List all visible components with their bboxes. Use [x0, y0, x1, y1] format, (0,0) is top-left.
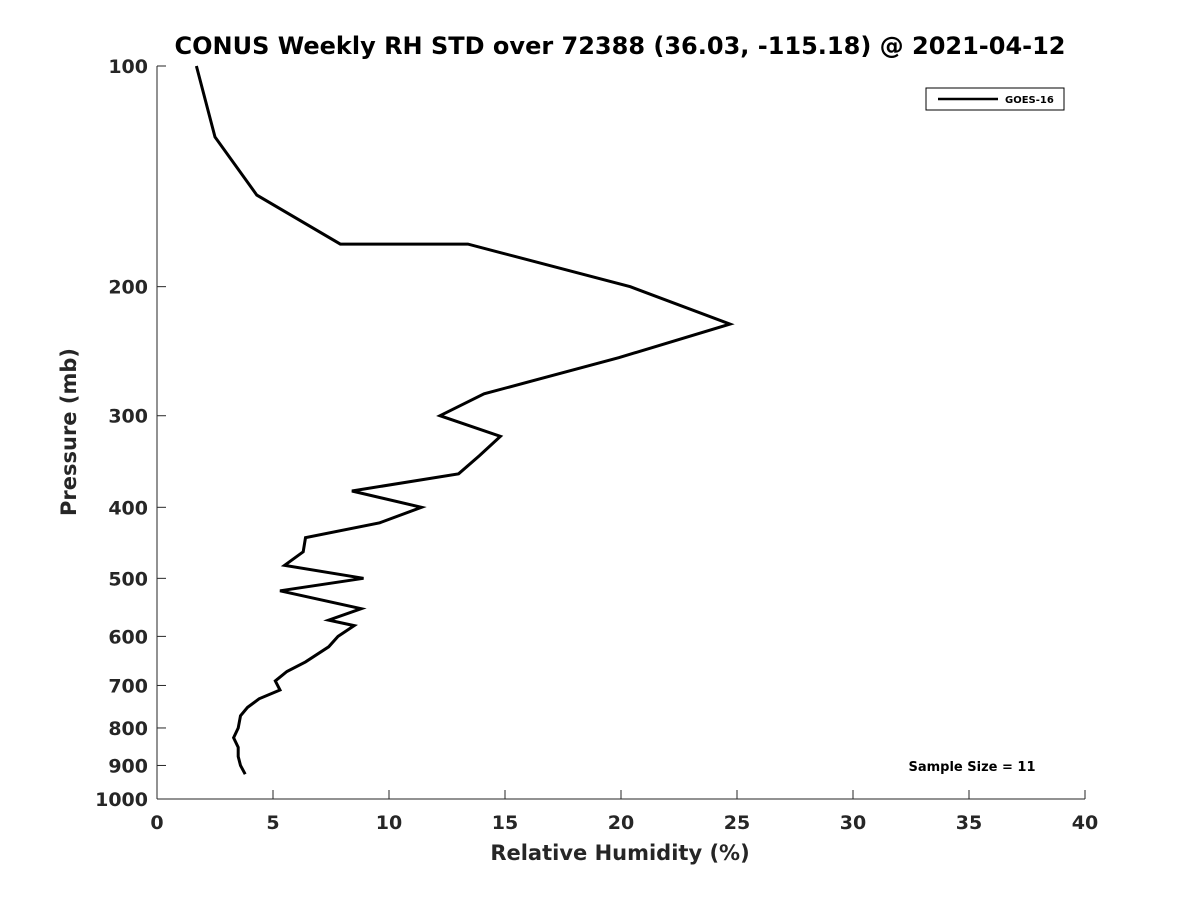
y-tick-label: 200 — [108, 277, 148, 299]
y-axis-ticks: 100 200 300 400 500 600 700 800 900 1000 — [95, 56, 166, 811]
y-tick-label: 800 — [108, 718, 148, 740]
sample-size-annotation: Sample Size = 11 — [908, 760, 1035, 775]
y-axis-label: Pressure (mb) — [57, 348, 81, 516]
y-tick-label: 500 — [108, 568, 148, 590]
x-tick-label: 15 — [492, 812, 518, 834]
legend: GOES-16 — [925, 87, 1065, 111]
x-axis-label: Relative Humidity (%) — [490, 841, 749, 865]
x-tick-label: 20 — [608, 812, 634, 834]
x-axis-ticks: 0 5 10 15 20 25 30 35 40 — [150, 790, 1098, 834]
y-tick-label: 1000 — [95, 789, 148, 811]
x-tick-label: 5 — [266, 812, 279, 834]
y-tick-label: 100 — [108, 56, 148, 78]
x-tick-label: 30 — [840, 812, 866, 834]
series-line-goes-16 — [194, 65, 735, 775]
x-tick-label: 10 — [376, 812, 402, 834]
y-tick-label: 400 — [108, 497, 148, 519]
y-tick-label: 700 — [108, 675, 148, 697]
y-tick-label: 900 — [108, 755, 148, 777]
x-tick-label: 40 — [1072, 812, 1098, 834]
y-tick-label: 600 — [108, 626, 148, 648]
x-tick-label: 25 — [724, 812, 750, 834]
x-tick-label: 35 — [956, 812, 982, 834]
legend-label-goes-16: GOES-16 — [1005, 95, 1054, 106]
y-tick-label: 300 — [108, 406, 148, 428]
x-tick-label: 0 — [150, 812, 163, 834]
series-layer — [194, 65, 735, 775]
chart-title: CONUS Weekly RH STD over 72388 (36.03, -… — [174, 32, 1065, 60]
